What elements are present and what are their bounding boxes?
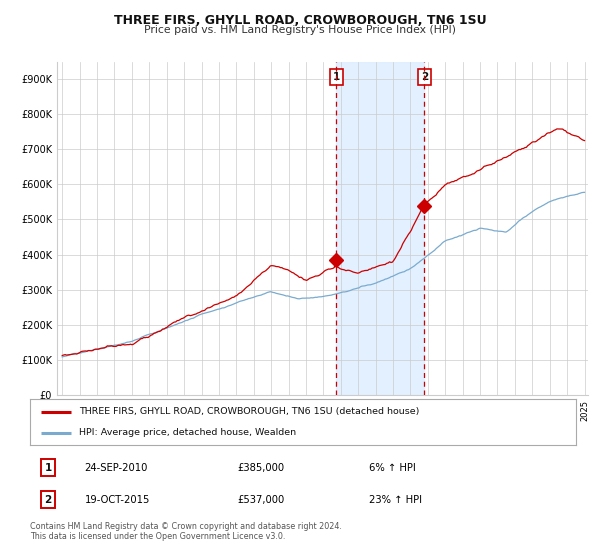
Bar — [336, 62, 424, 395]
Text: HPI: Average price, detached house, Wealden: HPI: Average price, detached house, Weal… — [79, 428, 296, 437]
Text: Price paid vs. HM Land Registry's House Price Index (HPI): Price paid vs. HM Land Registry's House … — [144, 25, 456, 35]
Text: THREE FIRS, GHYLL ROAD, CROWBOROUGH, TN6 1SU (detached house): THREE FIRS, GHYLL ROAD, CROWBOROUGH, TN6… — [79, 407, 419, 416]
Text: 1: 1 — [332, 72, 340, 82]
Text: 6% ↑ HPI: 6% ↑ HPI — [368, 463, 415, 473]
Text: £385,000: £385,000 — [238, 463, 284, 473]
Text: 2: 2 — [44, 495, 52, 505]
Text: THREE FIRS, GHYLL ROAD, CROWBOROUGH, TN6 1SU: THREE FIRS, GHYLL ROAD, CROWBOROUGH, TN6… — [113, 14, 487, 27]
Text: 1: 1 — [44, 463, 52, 473]
Text: £537,000: £537,000 — [238, 495, 285, 505]
Text: 23% ↑ HPI: 23% ↑ HPI — [368, 495, 422, 505]
Text: 2: 2 — [421, 72, 428, 82]
Text: 24-SEP-2010: 24-SEP-2010 — [85, 463, 148, 473]
Text: Contains HM Land Registry data © Crown copyright and database right 2024.
This d: Contains HM Land Registry data © Crown c… — [30, 522, 342, 542]
Text: 19-OCT-2015: 19-OCT-2015 — [85, 495, 150, 505]
